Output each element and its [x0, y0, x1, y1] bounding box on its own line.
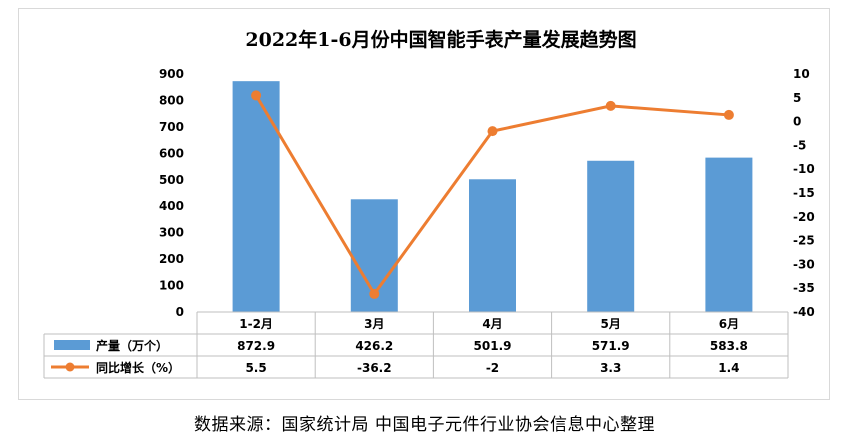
- right-y-axis: 10 5 0 -5 -10 -15 -20 -25 -30 -35 -40: [793, 67, 815, 319]
- category-label: 6月: [719, 317, 739, 331]
- right-y-tick-label: 0: [793, 115, 801, 129]
- right-y-tick-label: -20: [793, 210, 815, 224]
- left-y-tick-label: 500: [159, 173, 184, 187]
- left-y-axis: 0 100 200 300 400 500 600 700 800 900: [159, 67, 184, 319]
- left-y-tick-label: 400: [159, 199, 184, 213]
- right-y-tick-label: -35: [793, 281, 815, 295]
- table-cell-value: 1.4: [718, 361, 739, 375]
- right-y-tick-label: -30: [793, 257, 815, 271]
- right-y-tick-label: -25: [793, 234, 815, 248]
- table-cell-value: 3.3: [600, 361, 621, 375]
- legend-bar-label: 产量（万个）: [96, 338, 168, 353]
- line-point: [251, 90, 262, 101]
- table-cell-value: 501.9: [474, 339, 512, 353]
- table-cell-value: 583.8: [710, 339, 748, 353]
- table-cell-value: 5.5: [245, 361, 266, 375]
- table-cell-value: 426.2: [355, 339, 393, 353]
- left-y-tick-label: 600: [159, 146, 184, 160]
- line-series: [251, 90, 734, 299]
- chart-frame: 2022年1-6月份中国智能手表产量发展趋势图 0 100 200 300 400 500…: [18, 8, 830, 400]
- bar: [469, 179, 516, 312]
- right-y-tick-label: -15: [793, 186, 815, 200]
- category-label: 3月: [364, 317, 384, 331]
- category-label: 1-2月: [239, 317, 273, 331]
- chart-title: 2022年1-6月份中国智能手表产量发展趋势图: [245, 28, 636, 51]
- table-cell-value: -2: [486, 361, 499, 375]
- left-y-tick-label: 700: [159, 120, 184, 134]
- right-y-tick-label: 5: [793, 91, 801, 105]
- line-point: [605, 100, 616, 111]
- bar: [232, 81, 280, 312]
- right-y-tick-label: -40: [793, 305, 815, 319]
- left-y-tick-label: 100: [159, 279, 184, 293]
- table-cell-value: -36.2: [357, 361, 392, 375]
- bar: [705, 157, 753, 312]
- left-y-tick-label: 900: [159, 67, 184, 81]
- category-label: 4月: [482, 317, 502, 331]
- legend-bar-swatch: [54, 340, 90, 350]
- right-y-tick-label: -10: [793, 162, 815, 176]
- left-y-tick-label: 200: [159, 252, 184, 266]
- source-note: 数据来源：国家统计局 中国电子元件行业协会信息中心整理: [194, 415, 655, 435]
- bar-series: [232, 81, 753, 312]
- bar: [587, 160, 635, 312]
- line-point: [723, 109, 734, 120]
- left-y-tick-label: 800: [159, 93, 184, 107]
- legend-line-label: 同比增长（%）: [96, 360, 180, 375]
- right-y-tick-label: 10: [793, 67, 810, 81]
- right-y-tick-label: -5: [793, 138, 806, 152]
- table-cell-value: 872.9: [237, 339, 275, 353]
- category-label: 5月: [601, 317, 621, 331]
- legend-line-marker: [65, 362, 75, 372]
- table-cell-value: 571.9: [592, 339, 630, 353]
- left-y-tick-label: 300: [159, 226, 184, 240]
- left-y-tick-label: 0: [176, 305, 184, 319]
- line-point: [487, 126, 498, 137]
- line-point: [369, 288, 380, 299]
